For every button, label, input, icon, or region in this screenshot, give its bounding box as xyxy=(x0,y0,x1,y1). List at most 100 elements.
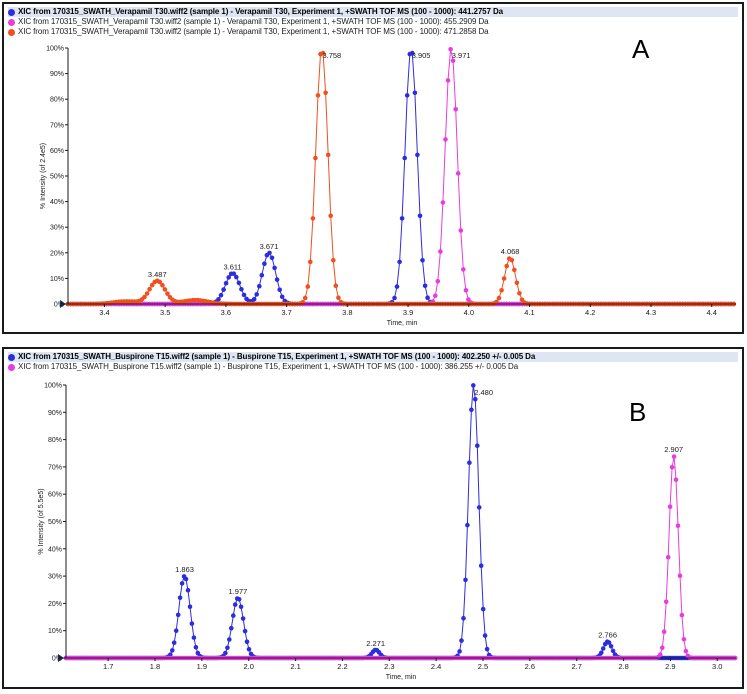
y-tick-label: 50% xyxy=(48,519,62,526)
data-point xyxy=(149,282,155,288)
data-point xyxy=(244,639,250,644)
x-tick-label: 2.0 xyxy=(244,662,254,671)
legend-entry[interactable]: XIC from 170315_SWATH_Verapamil T30.wiff… xyxy=(8,7,738,17)
x-tick-label: 3.5 xyxy=(160,308,170,317)
x-tick-label: 4.1 xyxy=(524,308,534,317)
data-point xyxy=(475,443,480,448)
data-point xyxy=(236,280,242,286)
data-point xyxy=(394,284,400,289)
x-tick-label: 3.8 xyxy=(342,308,352,317)
data-point xyxy=(466,297,471,302)
data-point xyxy=(610,648,616,654)
data-point xyxy=(514,280,520,286)
data-point xyxy=(246,647,252,652)
x-tick-label: 4.4 xyxy=(706,308,716,317)
x-tick-label: 2.6 xyxy=(525,662,535,671)
data-point xyxy=(162,287,168,292)
x-tick-label: 3.4 xyxy=(99,308,109,317)
legend-entry[interactable]: XIC from 170315_SWATH_Verapamil T30.wiff… xyxy=(8,17,738,27)
data-point xyxy=(399,216,405,221)
y-tick-label: 40% xyxy=(48,546,62,553)
data-point xyxy=(279,294,285,300)
data-point xyxy=(600,646,606,651)
data-point xyxy=(480,606,486,612)
x-tick-label: 1.8 xyxy=(150,662,160,671)
data-point xyxy=(221,287,226,292)
y-tick-label: 50% xyxy=(50,174,64,181)
legend-entry[interactable]: XIC from 170315_SWATH_Buspirone T15.wiff… xyxy=(8,362,738,372)
data-point xyxy=(450,58,456,64)
series-0 xyxy=(65,50,736,307)
data-point xyxy=(438,249,443,254)
data-point xyxy=(325,152,331,158)
data-point xyxy=(257,283,262,289)
data-point xyxy=(465,522,470,528)
data-point xyxy=(274,277,280,282)
x-tick-label: 2.4 xyxy=(431,662,441,671)
data-point xyxy=(458,228,464,233)
legend: XIC from 170315_SWATH_Buspirone T15.wiff… xyxy=(8,352,738,372)
legend-entry[interactable]: XIC from 170315_SWATH_Verapamil T30.wiff… xyxy=(8,27,738,37)
peak-label: 2.271 xyxy=(366,639,385,648)
legend: XIC from 170315_SWATH_Verapamil T30.wiff… xyxy=(8,7,738,37)
data-point xyxy=(302,295,308,301)
y-tick-label: 30% xyxy=(50,225,64,232)
data-point xyxy=(157,279,163,285)
y-axis-label: % Intensity (of 5.5e5) xyxy=(38,488,45,554)
data-point xyxy=(251,296,257,302)
peak-label: 4.068 xyxy=(501,247,520,256)
peak-label: 2.766 xyxy=(598,631,617,640)
data-point xyxy=(241,292,247,298)
data-point xyxy=(463,288,469,293)
data-point xyxy=(512,267,517,273)
peak-label: 1.863 xyxy=(175,565,194,574)
data-point xyxy=(677,573,683,578)
data-point xyxy=(517,291,522,296)
data-point xyxy=(267,250,272,256)
data-point xyxy=(147,286,152,292)
x-tick-label: 4.2 xyxy=(585,308,595,317)
data-point xyxy=(440,200,446,205)
data-point xyxy=(457,649,462,654)
legend-entry[interactable]: XIC from 170315_SWATH_Buspirone T15.wiff… xyxy=(8,352,738,362)
peak-label: 3.758 xyxy=(322,51,341,60)
y-tick-label: 10% xyxy=(48,628,62,635)
series-dot-icon xyxy=(8,18,15,26)
data-point xyxy=(606,640,612,645)
series-line xyxy=(68,52,734,305)
y-tick-label: 80% xyxy=(48,437,62,444)
data-point xyxy=(484,646,490,652)
data-point xyxy=(443,137,448,142)
data-point xyxy=(193,645,199,650)
y-tick-label: 0% xyxy=(52,656,62,663)
baseline-marker-icon xyxy=(60,300,66,308)
data-point xyxy=(410,50,415,56)
data-point xyxy=(467,460,472,465)
data-point xyxy=(675,523,681,528)
y-tick-label: 40% xyxy=(50,199,64,206)
data-point xyxy=(225,645,230,651)
data-point xyxy=(448,47,453,52)
chart-panel-b: XIC from 170315_SWATH_Buspirone T15.wiff… xyxy=(2,347,744,689)
data-point xyxy=(433,293,438,299)
data-point xyxy=(223,280,229,286)
chart-panel-a: XIC from 170315_SWATH_Verapamil T30.wiff… xyxy=(2,2,744,334)
series-1 xyxy=(65,47,736,307)
data-point xyxy=(189,621,195,626)
y-tick-label: 100% xyxy=(44,383,62,390)
peak-label: 3.971 xyxy=(452,51,471,60)
x-axis-label: Time, min xyxy=(387,320,418,327)
data-point xyxy=(305,284,311,289)
data-point xyxy=(269,255,275,261)
y-tick-label: 100% xyxy=(46,46,64,53)
x-tick-label: 2.7 xyxy=(571,662,581,671)
data-point xyxy=(218,292,224,298)
y-tick-label: 20% xyxy=(50,250,64,257)
x-tick-label: 2.3 xyxy=(384,662,394,671)
data-point xyxy=(683,648,689,654)
data-point xyxy=(191,635,197,640)
data-point xyxy=(333,283,339,289)
data-point xyxy=(402,155,408,161)
legend-label: XIC from 170315_SWATH_Verapamil T30.wiff… xyxy=(18,7,504,16)
legend-label: XIC from 170315_SWATH_Verapamil T30.wiff… xyxy=(18,27,489,36)
